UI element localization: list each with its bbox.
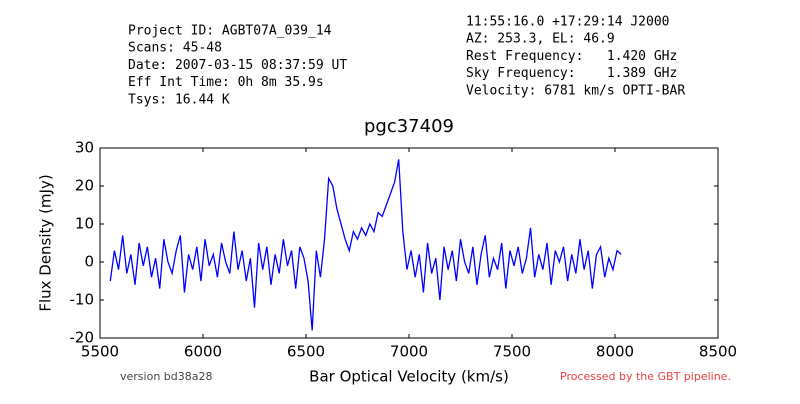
x-tick-label: 7000 xyxy=(390,343,428,361)
header-line: Sky Frequency: 1.389 GHz xyxy=(466,66,677,81)
y-tick-label: -20 xyxy=(70,329,95,347)
pipeline-note: Processed by the GBT pipeline. xyxy=(560,370,731,383)
header-line: Tsys: 16.44 K xyxy=(128,92,230,107)
x-axis-label: Bar Optical Velocity (km/s) xyxy=(309,368,509,386)
x-tick-label: 7500 xyxy=(493,343,531,361)
y-tick-label: 20 xyxy=(75,177,94,195)
header-line: Project ID: AGBT07A_039_14 xyxy=(128,24,332,39)
header-line: Eff Int Time: 0h 8m 35.9s xyxy=(128,75,324,90)
y-tick-label: 0 xyxy=(84,253,94,271)
y-tick-label: 10 xyxy=(75,215,94,233)
header-line: Scans: 45-48 xyxy=(128,41,222,56)
header-line: Date: 2007-03-15 08:37:59 UT xyxy=(128,58,347,73)
version-note: version bd38a28 xyxy=(120,370,213,383)
x-tick-label: 6500 xyxy=(287,343,325,361)
x-tick-label: 6000 xyxy=(184,343,222,361)
x-tick-label: 5500 xyxy=(81,343,119,361)
chart-title: pgc37409 xyxy=(364,116,454,137)
plot-frame xyxy=(99,147,719,339)
spectrum-line xyxy=(109,159,622,331)
header-line: Rest Frequency: 1.420 GHz xyxy=(466,49,677,64)
x-tick-label: 8000 xyxy=(596,343,634,361)
y-tick-label: 30 xyxy=(75,139,94,157)
header-line: Velocity: 6781 km/s OPTI-BAR xyxy=(466,83,685,98)
header-line: AZ: 253.3, EL: 46.9 xyxy=(466,32,615,47)
y-tick-label: -10 xyxy=(70,291,95,309)
y-axis-label: Flux Density (mJy) xyxy=(37,174,55,311)
x-tick-label: 8500 xyxy=(699,343,737,361)
header-line: 11:55:16.0 +17:29:14 J2000 xyxy=(466,15,670,30)
